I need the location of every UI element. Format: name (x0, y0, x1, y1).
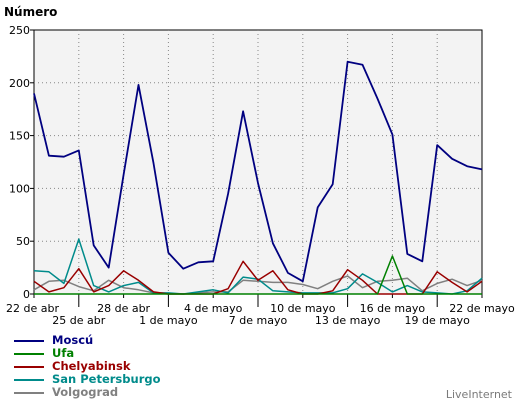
y-tick-label: 100 (9, 182, 30, 195)
legend-swatch (14, 339, 44, 342)
x-axis: 22 de abr 28 de abr 4 de mayo 10 de mayo 16 … (6, 294, 515, 327)
legend-label: Chelyabinsk (52, 359, 131, 373)
grid (34, 30, 482, 294)
brand-label: LiveInternet (445, 388, 512, 401)
x-tick-label: 1 de mayo (139, 314, 198, 327)
x-tick-label: 16 de mayo (360, 302, 426, 315)
y-tick-label: 0 (23, 288, 30, 301)
series-line-volgograd (33, 275, 483, 295)
legend-swatch (14, 352, 44, 355)
legend: Moscú Ufa Chelyabinsk San Petersburgo Volgog… (14, 334, 161, 399)
legend-swatch (14, 365, 44, 368)
x-tick-label: 25 de abr (52, 314, 105, 327)
series-line-ufa (34, 255, 482, 295)
x-tick-label: 13 de mayo (315, 314, 381, 327)
x-tick-label: 7 de mayo (229, 314, 288, 327)
x-tick-label: 22 de mayo (449, 302, 515, 315)
legend-item: San Petersburgo (14, 373, 161, 386)
legend-label: Ufa (52, 346, 75, 360)
legend-item: Volgograd (14, 386, 161, 399)
x-tick-label: 19 de mayo (404, 314, 470, 327)
series-lines (33, 60, 483, 295)
y-tick-label: 50 (16, 235, 30, 248)
legend-item: Moscú (14, 334, 161, 347)
x-tick-label: 4 de mayo (184, 302, 243, 315)
y-axis-label: Número (4, 5, 57, 19)
legend-swatch (14, 391, 44, 394)
legend-label: Moscú (52, 333, 94, 347)
legend-swatch (14, 378, 44, 381)
y-axis: 0 50 100 150 200 250 (9, 24, 34, 301)
y-tick-label: 250 (9, 24, 30, 37)
y-tick-label: 150 (9, 130, 30, 143)
legend-item: Chelyabinsk (14, 360, 161, 373)
x-tick-label: 28 de abr (97, 302, 150, 315)
x-tick-label: 10 de mayo (270, 302, 336, 315)
series-line-moscú (33, 60, 483, 283)
x-tick-label: 22 de abr (6, 302, 59, 315)
legend-label: San Petersburgo (52, 372, 161, 386)
y-tick-label: 200 (9, 77, 30, 90)
legend-label: Volgograd (52, 385, 119, 399)
legend-item: Ufa (14, 347, 161, 360)
